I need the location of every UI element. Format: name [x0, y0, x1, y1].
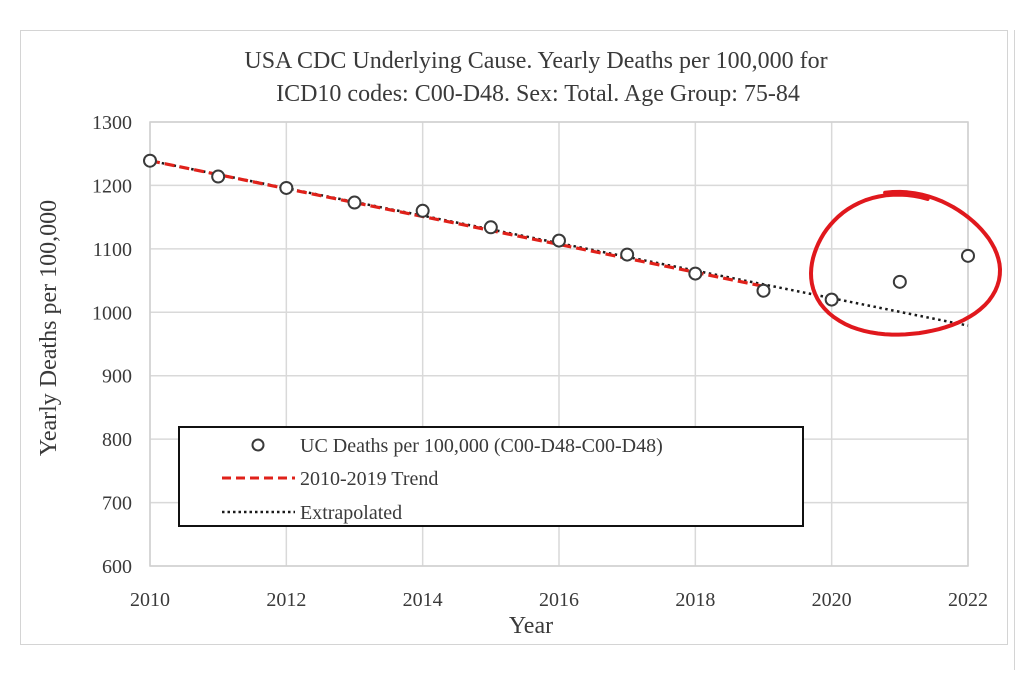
y-tick-label-1100: 1100 [93, 239, 132, 261]
annotation-circle [809, 189, 1002, 337]
data-point-2014 [415, 203, 430, 218]
annotation-layer [809, 189, 1002, 337]
x-tick-label-2012: 2012 [266, 589, 306, 611]
legend-label-trend: 2010-2019 Trend [300, 468, 438, 490]
x-tick-label-2018: 2018 [675, 589, 715, 611]
tick-labels: 600 700 800 900 1000 1100 1200 1300 2010 2012 2014… [92, 112, 988, 611]
x-axis-label: Year [509, 613, 553, 639]
data-point-2020 [824, 292, 839, 307]
chart-title-line-2: ICD10 codes: C00-D48. Sex: Total. Age Gr… [276, 81, 800, 107]
legend-marker-circle-icon [251, 438, 265, 452]
data-point-2011 [211, 169, 226, 184]
data-point-2017 [620, 247, 635, 262]
data-point-2021 [892, 274, 907, 289]
y-tick-label-900: 900 [102, 366, 132, 388]
data-point-2012 [279, 180, 294, 195]
frame-edge [1014, 30, 1024, 670]
data-point-2019 [756, 283, 771, 298]
plot-border [149, 121, 969, 567]
data-point-2018 [688, 266, 703, 281]
x-tick-label-2014: 2014 [403, 589, 443, 611]
data-point-2010 [143, 153, 157, 168]
x-tick-label-2020: 2020 [812, 589, 852, 611]
data-point-2022 [961, 248, 975, 263]
x-tick-label-2022: 2022 [948, 589, 988, 611]
y-tick-label-700: 700 [102, 493, 132, 515]
plot-area [149, 121, 969, 567]
y-tick-label-1300: 1300 [92, 112, 132, 134]
y-tick-label-600: 600 [102, 556, 132, 578]
data-point-2015 [483, 220, 498, 235]
y-tick-label-1000: 1000 [92, 302, 132, 324]
x-tick-label-2010: 2010 [130, 589, 170, 611]
y-tick-label-1200: 1200 [92, 175, 132, 197]
y-axis-label: Yearly Deaths per 100,000 [36, 200, 62, 456]
legend-label-extrapolated: Extrapolated [300, 502, 402, 524]
y-tick-label-800: 800 [102, 429, 132, 451]
chart-frame [20, 30, 1008, 645]
data-point-2016 [552, 233, 566, 248]
legend: UC Deaths per 100,000 (C00-D48-C00-D48) … [178, 426, 804, 527]
chart-title-line-1: USA CDC Underlying Cause. Yearly Deaths … [244, 48, 827, 74]
series-points [143, 153, 975, 307]
data-point-2013 [347, 195, 362, 210]
legend-label-observed: UC Deaths per 100,000 (C00-D48-C00-D48) [300, 435, 663, 457]
x-tick-label-2016: 2016 [539, 589, 579, 611]
